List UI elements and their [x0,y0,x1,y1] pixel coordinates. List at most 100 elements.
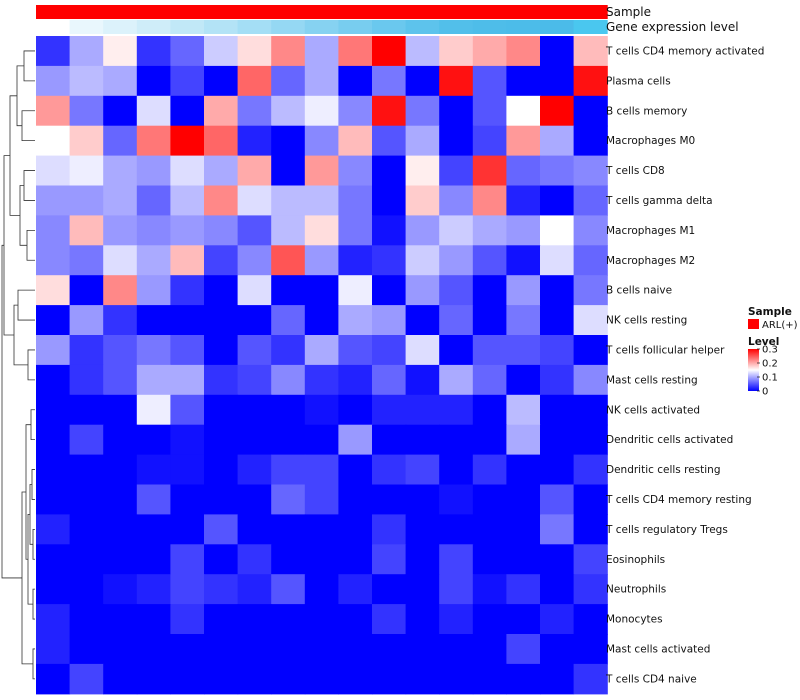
heatmap-cell [540,604,575,635]
row-label: Eosinophils [606,554,665,566]
heatmap-cell [136,663,171,695]
sample-annotation-cell [506,5,541,19]
heatmap-cell [271,514,306,545]
heatmap-cell [271,335,306,366]
gene-expression-annotation-cell [204,20,239,34]
heatmap-cell [237,484,272,515]
heatmap-cell [136,514,171,545]
heatmap-cell [338,65,373,97]
heatmap-cell [304,454,339,486]
heatmap-cell [204,394,239,426]
heatmap-cell [304,574,339,605]
heatmap-cell [136,544,171,575]
heatmap-cell [36,484,71,515]
heatmap-cell [36,335,71,366]
heatmap-cell [204,125,239,157]
heatmap-cell [69,544,104,575]
heatmap-cell [472,394,507,426]
legend-title-sample: Sample [748,306,792,318]
heatmap-cell [573,484,608,515]
heatmap-cell [405,185,440,216]
heatmap-cell [36,634,71,665]
dendrogram-branch [27,349,35,381]
heatmap-cell [372,125,407,157]
heatmap-cell [271,275,306,306]
heatmap-cell [472,305,507,336]
heatmap-cell [439,245,474,276]
sample-annotation-cell [136,5,171,19]
heatmap-cell [472,484,507,515]
heatmap-cell [472,634,507,665]
heatmap-cell [170,514,205,545]
heatmap-cell [506,215,541,246]
heatmap-cell [237,95,272,127]
heatmap-cell [271,394,306,426]
heatmap-cell [439,424,474,456]
dendrogram-branch [29,484,33,545]
heatmap-cell [204,574,239,605]
legend: Sample ARL(+) Level 0.3 0.2 0.1 0 [748,306,798,398]
heatmap-cell [237,634,272,665]
dendrogram-branch [19,185,27,246]
heatmap-cell [237,454,272,486]
legend-ticks: 0.3 0.2 0.1 0 [757,345,778,398]
heatmap-cell [540,634,575,665]
heatmap-cell [237,305,272,336]
heatmap-cell [338,574,373,605]
heatmap-cell [338,245,373,276]
heatmap-cell [338,424,373,456]
heatmap-cell [36,544,71,575]
gene-expression-annotation-cell [573,20,608,34]
heatmap-cell [304,424,339,456]
row-dendrogram [1,50,35,680]
heatmap-cell [573,245,608,276]
heatmap-cell [372,364,407,396]
heatmap-cell [540,65,575,97]
heatmap-cell [338,125,373,157]
heatmap-cell [69,125,104,157]
row-label: T cells regulatory Tregs [605,524,728,536]
heatmap-cell [170,454,205,486]
heatmap-cell [36,125,71,157]
column-annotation-bars [36,5,608,34]
heatmap-cell [372,245,407,276]
heatmap-cell [372,155,407,187]
heatmap-cell [338,663,373,695]
heatmap-cell [237,424,272,456]
dendrogram-branch [30,409,35,441]
heatmap-cell [36,604,71,635]
heatmap-cell [103,454,138,486]
heatmap-cell [540,125,575,157]
heatmap-cell [69,634,104,665]
heatmap-cell [103,514,138,545]
heatmap-cell [304,544,339,575]
heatmap-cell [69,185,104,216]
heatmap-cell [405,454,440,486]
heatmap-cell [506,335,541,366]
heatmap-cell [170,36,205,67]
heatmap-cell [103,544,138,575]
heatmap-cell [36,424,71,456]
heatmap-cell [304,634,339,665]
heatmap-cell [472,574,507,605]
row-label: T cells follicular helper [605,344,725,356]
heatmap-cell [271,484,306,515]
heatmap-cell [472,454,507,486]
heatmap-cell [103,604,138,635]
heatmap-cell [405,663,440,695]
heatmap-cell [136,65,171,97]
heatmap-cell [271,663,306,695]
heatmap-cell [271,604,306,635]
heatmap-cell [439,65,474,97]
heatmap-cell [170,335,205,366]
heatmap-cell [304,155,339,187]
heatmap-cell [540,424,575,456]
heatmap-cell [372,275,407,306]
heatmap-cell [204,275,239,306]
heatmap-cell [204,335,239,366]
heatmap-cell [439,36,474,67]
heatmap-cell [69,275,104,306]
heatmap-cell [506,185,541,216]
heatmap-cell [237,604,272,635]
gene-expression-annotation-cell [506,20,541,34]
